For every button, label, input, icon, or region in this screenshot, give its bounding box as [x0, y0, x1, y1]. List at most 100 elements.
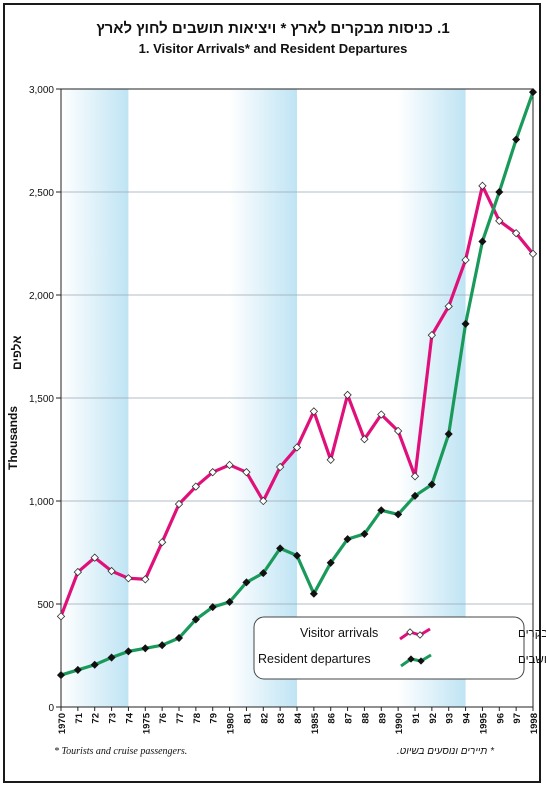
legend-box [253, 616, 525, 680]
x-tick-label-5: 1975 [141, 712, 152, 734]
arrivals-point-13 [275, 462, 285, 472]
x-tick-label-7: 77 [175, 713, 186, 724]
legend-swatch-arrivals [399, 627, 431, 641]
x-tick-label-16: 86 [327, 713, 338, 724]
chart-title-hebrew: 1. כניסות מבקרים לארץ * ויציאות תושבים ל… [96, 20, 450, 37]
arrivals-point-2 [90, 553, 99, 562]
departures-point-10 [225, 597, 234, 606]
y-axis-ticks: 0 500 1,000 1,500 2,000 2,500 3,000 [29, 85, 61, 714]
arrivals-point-4 [124, 574, 133, 583]
legend-marker-departures-0 [407, 655, 415, 663]
arrivals-point-19 [377, 410, 386, 419]
arrivals-point-16 [326, 455, 335, 464]
arrivals-point-24 [461, 255, 470, 265]
arrivals-point-17 [343, 390, 352, 400]
legend-label-departures: Resident departures [258, 652, 371, 666]
x-tick-label-18: 88 [360, 713, 371, 724]
arrivals-point-27 [511, 229, 521, 238]
arrivals-point-20 [393, 426, 403, 436]
departures-point-18 [360, 529, 369, 538]
departures-point-8 [191, 615, 200, 624]
x-tick-label-0: 1970 [57, 713, 68, 734]
departures-point-11 [242, 578, 251, 587]
departures-point-4 [124, 647, 133, 656]
chart-frame [3, 3, 541, 783]
chart-title-english: 1. Visitor Arrivals* and Resident Depart… [138, 41, 408, 56]
arrivals-point-26 [495, 216, 504, 226]
arrivals-point-10 [225, 460, 234, 470]
x-tick-label-26: 96 [495, 713, 506, 724]
x-axis-ticks: 1970 71 72 73 74 1975 76 77 78 79 1980 81 82 83 84 1985… [57, 707, 540, 734]
x-tick-label-15: 1985 [310, 712, 321, 734]
x-tick-label-17: 87 [344, 713, 355, 724]
x-tick-label-27: 97 [512, 713, 523, 724]
legend-swatch-line-arrivals [399, 627, 431, 641]
x-tick-label-21: 91 [411, 712, 422, 723]
legend-label-arrivals-hebrew: כניסות מבקרים [518, 628, 546, 640]
x-tick-label-13: 83 [276, 713, 287, 724]
legend-marker-arrivals-0 [406, 628, 414, 636]
departures-point-14 [292, 551, 302, 560]
departures-point-16 [326, 558, 335, 567]
y-tick-label-1: 500 [37, 600, 54, 611]
departures-point-2 [90, 660, 99, 669]
departures-point-13 [276, 544, 285, 553]
departures-point-9 [208, 603, 217, 612]
departures-point-28 [528, 88, 538, 97]
x-tick-label-22: 92 [428, 713, 439, 724]
x-tick-label-2: 72 [91, 713, 102, 724]
x-tick-label-11: 81 [242, 712, 253, 723]
arrivals-point-0 [56, 612, 66, 621]
x-tick-label-10: 1980 [226, 713, 237, 734]
legend-label-arrivals: Visitor arrivals [300, 626, 378, 640]
arrivals-point-18 [360, 435, 369, 444]
departures-point-21 [410, 491, 420, 500]
departures-point-23 [444, 430, 453, 439]
departures-point-26 [495, 187, 504, 197]
x-tick-label-12: 82 [259, 713, 270, 724]
x-tick-label-19: 89 [377, 713, 388, 724]
departures-point-27 [512, 135, 521, 144]
departures-point-19 [377, 506, 386, 515]
departures-point-1 [73, 665, 82, 674]
departures-point-15 [309, 589, 318, 598]
arrivals-point-11 [242, 467, 251, 477]
arrivals-point-23 [444, 302, 453, 311]
legend-marker-departures-1 [417, 657, 425, 665]
departures-point-3 [107, 653, 116, 662]
arrivals-point-14 [292, 443, 302, 452]
arrivals-point-12 [259, 496, 268, 506]
x-tick-label-4: 74 [124, 712, 135, 723]
arrivals-point-22 [427, 331, 437, 340]
departures-point-22 [427, 480, 436, 489]
x-tick-label-6: 76 [158, 713, 169, 724]
departures-point-0 [56, 671, 66, 680]
y-tick-label-0: 0 [48, 703, 54, 714]
data-series [56, 88, 538, 680]
arrivals-point-25 [478, 181, 487, 190]
legend-swatch-line-departures [400, 653, 432, 668]
x-tick-label-23: 93 [445, 713, 456, 724]
x-tick-label-14: 84 [293, 712, 304, 723]
x-tick-label-9: 79 [209, 713, 220, 724]
departures-point-12 [259, 569, 268, 578]
arrivals-point-15 [309, 407, 319, 416]
departures-point-20 [394, 510, 403, 519]
legend-marker-arrivals-1 [416, 631, 424, 639]
arrivals-point-28 [528, 249, 538, 258]
arrivals-point-21 [410, 472, 420, 481]
arrivals-point-6 [157, 538, 167, 547]
departures-point-5 [141, 644, 150, 653]
departures-point-24 [461, 319, 470, 328]
arrivals-point-1 [73, 567, 83, 577]
departures-point-6 [158, 641, 167, 650]
y-tick-label-2: 1,000 [29, 497, 54, 508]
x-tick-label-28: 1998 [529, 713, 540, 734]
x-tick-label-8: 78 [192, 713, 203, 724]
departures-point-25 [478, 237, 487, 246]
legend-label-departures-hebrew: יציאות תושבים [518, 654, 546, 666]
y-tick-label-5: 2,500 [29, 188, 54, 199]
legend: Visitor arrivals כניסות מבקרים Resident … [253, 616, 546, 680]
arrivals-point-8 [191, 482, 201, 491]
